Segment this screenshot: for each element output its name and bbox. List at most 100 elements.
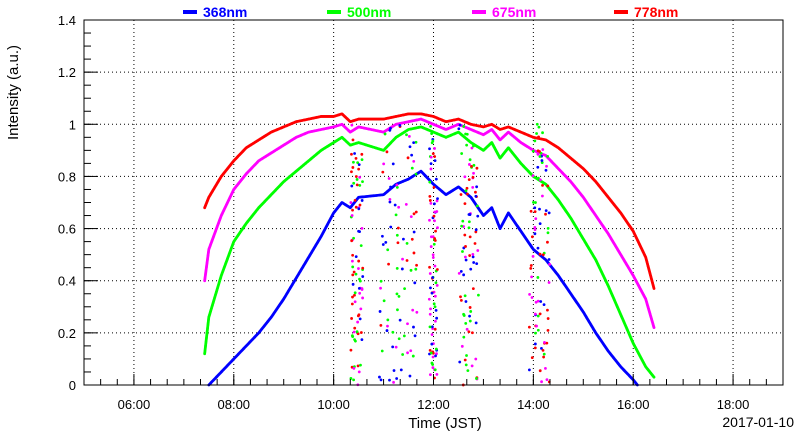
data-point	[385, 150, 389, 154]
x-axis-title: Time (JST)	[408, 415, 482, 432]
data-point	[459, 269, 463, 273]
data-point	[433, 219, 436, 223]
data-point	[466, 192, 469, 196]
data-point	[406, 156, 410, 160]
data-point	[413, 334, 417, 338]
data-point	[545, 378, 549, 382]
legend-label: 368nm	[203, 4, 247, 20]
data-point	[527, 368, 531, 372]
data-point	[538, 155, 542, 158]
data-point	[351, 335, 355, 338]
data-point	[361, 296, 365, 300]
data-point	[471, 252, 475, 256]
data-point	[432, 242, 436, 246]
tick-labels: 0 0.2 0.4 0.6 0.8 1 1.2 1.4 06:00 08:00 10:00 12:00…	[58, 13, 749, 412]
data-point	[395, 186, 399, 189]
data-point	[540, 161, 544, 164]
data-point	[540, 159, 544, 162]
data-point	[349, 201, 353, 204]
data-point	[531, 174, 535, 178]
data-point	[351, 273, 355, 277]
data-point	[469, 310, 473, 313]
data-point	[360, 199, 364, 202]
data-point	[469, 267, 473, 271]
data-point	[457, 271, 461, 275]
data-point	[463, 202, 467, 206]
data-point	[431, 355, 435, 359]
data-point	[395, 292, 399, 296]
data-point	[428, 373, 432, 377]
data-point	[435, 268, 439, 271]
data-point	[541, 253, 545, 257]
data-point	[358, 175, 362, 179]
data-point	[361, 275, 365, 278]
data-point	[464, 321, 468, 325]
data-point	[475, 166, 479, 170]
data-point	[349, 348, 353, 352]
data-point	[388, 129, 392, 132]
data-point	[350, 302, 354, 306]
data-point	[465, 143, 469, 147]
data-point	[355, 178, 359, 181]
data-point	[546, 231, 550, 235]
data-point	[475, 204, 479, 208]
data-point	[544, 367, 547, 370]
tick-marks	[83, 19, 784, 386]
y-tick-label: 0.2	[58, 326, 76, 341]
data-point	[352, 378, 356, 382]
data-point	[397, 295, 401, 298]
data-point	[433, 264, 437, 268]
data-point	[354, 175, 358, 178]
data-point	[530, 275, 534, 279]
data-point	[428, 325, 432, 329]
data-point	[463, 233, 467, 237]
data-point	[433, 368, 437, 372]
y-tick-label: 0.6	[58, 222, 76, 237]
data-point	[435, 316, 439, 320]
data-point	[538, 178, 542, 182]
x-tick-label: 12:00	[417, 397, 450, 412]
data-point	[395, 183, 399, 187]
data-point	[378, 375, 381, 379]
y-tick-label: 0.4	[58, 274, 76, 289]
data-point	[361, 180, 364, 184]
data-point	[352, 330, 356, 334]
data-point	[379, 286, 383, 290]
data-point	[411, 308, 415, 312]
data-point	[350, 170, 353, 174]
data-point	[428, 194, 432, 198]
data-point	[435, 352, 438, 356]
data-point	[535, 122, 539, 126]
plot-frame	[83, 19, 784, 386]
data-point	[358, 183, 362, 187]
data-point	[351, 166, 355, 169]
data-point	[460, 344, 464, 348]
data-point	[536, 299, 540, 303]
data-point	[652, 287, 656, 290]
data-point	[474, 194, 478, 198]
data-point	[411, 354, 415, 358]
data-point	[357, 167, 361, 171]
data-point	[394, 213, 398, 217]
data-point	[540, 380, 543, 384]
data-point	[429, 245, 433, 248]
data-point	[434, 309, 438, 312]
data-point	[412, 251, 416, 255]
data-point	[414, 172, 418, 176]
data-point	[471, 186, 475, 189]
data-point	[429, 202, 433, 205]
data-point	[429, 167, 433, 171]
data-point	[384, 241, 388, 244]
data-point	[405, 133, 408, 137]
data-point	[459, 295, 462, 299]
data-point	[406, 351, 409, 355]
data-point	[530, 296, 534, 299]
data-point	[476, 249, 480, 252]
data-point	[471, 331, 474, 335]
data-point	[652, 375, 656, 379]
data-point	[539, 300, 543, 303]
data-point	[409, 268, 413, 272]
data-point	[391, 162, 395, 166]
data-point	[434, 347, 438, 351]
data-point	[435, 199, 439, 203]
